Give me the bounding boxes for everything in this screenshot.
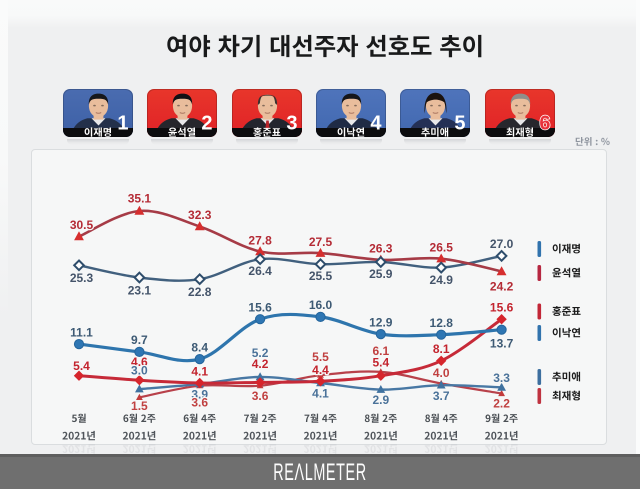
svg-text:1.5: 1.5	[131, 399, 148, 413]
svg-text:27.5: 27.5	[309, 235, 333, 249]
svg-text:15.6: 15.6	[248, 301, 272, 315]
svg-text:26.5: 26.5	[430, 241, 454, 255]
svg-text:23.1: 23.1	[128, 283, 152, 297]
svg-text:4.4: 4.4	[312, 363, 329, 377]
svg-text:16.0: 16.0	[309, 298, 333, 312]
svg-text:25.3: 25.3	[70, 271, 94, 285]
svg-text:6: 6	[539, 112, 550, 134]
svg-text:4.6: 4.6	[131, 355, 148, 369]
svg-text:4.1: 4.1	[312, 386, 329, 400]
svg-text:3: 3	[286, 112, 297, 134]
svg-text:2.9: 2.9	[372, 393, 389, 407]
svg-text:25.9: 25.9	[369, 267, 393, 281]
svg-text:27.8: 27.8	[248, 233, 272, 247]
svg-text:3.9: 3.9	[191, 387, 208, 401]
svg-text:3.3: 3.3	[493, 371, 510, 385]
svg-text:5.5: 5.5	[312, 350, 329, 364]
svg-text:35.1: 35.1	[128, 191, 152, 205]
svg-text:26.4: 26.4	[248, 264, 272, 278]
svg-text:3.7: 3.7	[433, 389, 450, 403]
svg-text:24.2: 24.2	[490, 280, 514, 294]
svg-text:27.0: 27.0	[490, 237, 514, 251]
svg-text:3.6: 3.6	[191, 396, 208, 410]
svg-text:4.0: 4.0	[433, 366, 450, 380]
svg-text:30.5: 30.5	[70, 218, 94, 232]
svg-text:3.0: 3.0	[131, 363, 148, 377]
svg-text:12.8: 12.8	[430, 316, 454, 330]
svg-text:9.7: 9.7	[131, 333, 148, 347]
svg-text:6.1: 6.1	[372, 344, 389, 358]
svg-text:24.9: 24.9	[430, 273, 454, 287]
svg-text:5.4: 5.4	[73, 359, 90, 373]
svg-text:26.3: 26.3	[369, 242, 393, 256]
svg-text:5.2: 5.2	[252, 346, 269, 360]
svg-text:5: 5	[455, 112, 466, 134]
svg-text:8.1: 8.1	[433, 342, 450, 356]
svg-text:2.2: 2.2	[493, 396, 510, 410]
svg-text:5.4: 5.4	[372, 356, 389, 370]
svg-text:1: 1	[117, 112, 128, 134]
svg-text:15.6: 15.6	[490, 301, 514, 315]
svg-text:12.9: 12.9	[369, 315, 393, 329]
svg-text:2: 2	[202, 112, 213, 134]
svg-text:4.2: 4.2	[252, 357, 269, 371]
svg-text:11.1: 11.1	[70, 325, 93, 339]
svg-text:32.3: 32.3	[188, 208, 212, 222]
svg-text:3.6: 3.6	[252, 389, 269, 403]
svg-text:4.1: 4.1	[191, 364, 208, 378]
svg-text:13.7: 13.7	[490, 337, 514, 351]
svg-text:22.8: 22.8	[188, 285, 212, 299]
svg-text:4: 4	[370, 112, 382, 134]
svg-text:8.4: 8.4	[191, 340, 208, 354]
svg-text:25.5: 25.5	[309, 269, 333, 283]
